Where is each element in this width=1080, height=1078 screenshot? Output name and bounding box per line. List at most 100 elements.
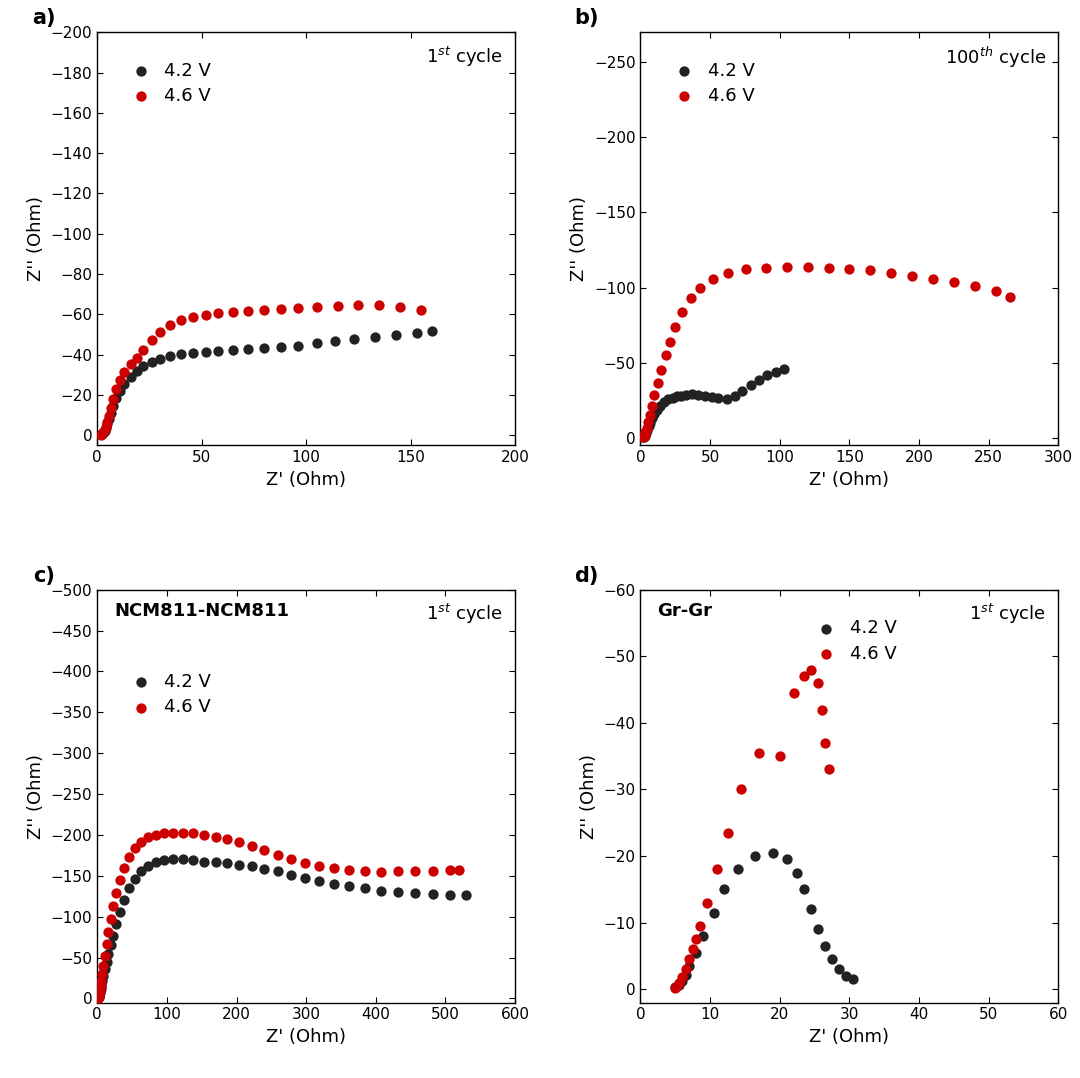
4.2 V xyxy=(185,852,202,869)
4.2 V xyxy=(327,333,345,350)
4.2 V xyxy=(758,367,775,384)
4.2 V xyxy=(671,976,688,993)
4.2 V xyxy=(272,337,289,355)
4.2 V xyxy=(664,389,681,406)
4.2 V xyxy=(816,937,834,954)
4.6 V xyxy=(708,860,726,877)
4.6 V xyxy=(256,302,273,319)
4.2 V xyxy=(121,880,138,897)
4.2 V xyxy=(729,860,746,877)
4.6 V xyxy=(945,273,962,290)
4.2 V xyxy=(99,945,117,963)
4.6 V xyxy=(231,833,248,851)
Legend: 4.2 V, 4.6 V: 4.2 V, 4.6 V xyxy=(808,620,896,663)
4.2 V xyxy=(105,927,122,944)
4.6 V xyxy=(356,862,374,880)
4.6 V xyxy=(98,936,116,953)
4.6 V xyxy=(147,826,164,843)
4.6 V xyxy=(967,277,984,294)
4.6 V xyxy=(111,871,129,888)
4.2 V xyxy=(116,892,133,909)
4.2 V xyxy=(684,386,701,403)
4.2 V xyxy=(751,371,768,388)
4.2 V xyxy=(95,967,112,984)
4.6 V xyxy=(692,279,710,296)
4.2 V xyxy=(733,383,751,400)
4.6 V xyxy=(691,917,708,935)
4.6 V xyxy=(637,424,654,441)
4.2 V xyxy=(133,862,150,880)
4.6 V xyxy=(111,371,129,388)
4.6 V xyxy=(816,734,834,751)
4.2 V xyxy=(139,857,157,874)
4.2 V xyxy=(802,901,820,918)
4.2 V xyxy=(649,401,666,418)
4.6 V xyxy=(370,296,388,314)
4.2 V xyxy=(674,972,691,990)
4.2 V xyxy=(637,426,654,443)
Text: Gr-Gr: Gr-Gr xyxy=(658,603,712,620)
4.2 V xyxy=(796,881,813,898)
4.2 V xyxy=(823,951,840,968)
4.6 V xyxy=(671,973,688,991)
4.6 V xyxy=(108,884,125,901)
4.6 V xyxy=(719,264,737,281)
4.6 V xyxy=(289,300,307,317)
4.6 V xyxy=(424,862,442,880)
4.6 V xyxy=(151,323,168,341)
4.2 V xyxy=(103,937,120,954)
4.2 V xyxy=(111,903,129,921)
4.2 V xyxy=(210,342,227,359)
4.6 V xyxy=(96,948,113,965)
4.6 V xyxy=(657,346,674,363)
4.6 V xyxy=(100,407,118,425)
Y-axis label: Z'' (Ohm): Z'' (Ohm) xyxy=(27,754,45,839)
4.2 V xyxy=(845,970,862,987)
4.2 V xyxy=(831,960,848,978)
4.2 V xyxy=(406,885,423,902)
4.6 V xyxy=(93,972,110,990)
4.2 V xyxy=(143,353,160,370)
4.2 V xyxy=(135,357,152,374)
4.6 V xyxy=(219,830,237,847)
4.2 V xyxy=(340,877,357,895)
4.6 V xyxy=(733,780,751,798)
4.2 V xyxy=(310,872,327,889)
4.2 V xyxy=(646,405,663,423)
4.6 V xyxy=(95,957,112,975)
4.6 V xyxy=(172,312,189,329)
4.2 V xyxy=(718,390,735,407)
4.2 V xyxy=(98,415,116,432)
4.2 V xyxy=(100,411,118,428)
X-axis label: Z' (Ohm): Z' (Ohm) xyxy=(266,471,347,488)
4.2 V xyxy=(243,858,260,875)
4.6 V xyxy=(882,264,900,281)
4.2 V xyxy=(90,990,107,1007)
4.2 V xyxy=(788,865,806,882)
X-axis label: Z' (Ohm): Z' (Ohm) xyxy=(266,1028,347,1046)
4.6 V xyxy=(646,386,663,403)
Text: b): b) xyxy=(575,9,598,28)
4.2 V xyxy=(92,981,109,998)
4.2 V xyxy=(635,429,652,446)
4.6 V xyxy=(116,859,133,876)
4.2 V xyxy=(746,847,764,865)
4.2 V xyxy=(129,362,146,379)
4.6 V xyxy=(239,303,256,320)
4.6 V xyxy=(210,305,227,322)
4.2 V xyxy=(703,388,720,405)
4.6 V xyxy=(90,989,107,1006)
4.6 V xyxy=(442,861,459,879)
4.6 V xyxy=(94,965,111,982)
4.6 V xyxy=(924,270,942,287)
4.6 V xyxy=(272,301,289,318)
4.2 V xyxy=(172,345,189,362)
4.2 V xyxy=(696,387,713,404)
4.6 V xyxy=(90,990,107,1007)
4.6 V xyxy=(413,302,430,319)
4.2 V xyxy=(635,428,652,445)
4.6 V xyxy=(778,259,795,276)
4.6 V xyxy=(91,987,108,1005)
4.2 V xyxy=(656,393,673,411)
Text: 1$^{st}$ cycle: 1$^{st}$ cycle xyxy=(969,603,1045,626)
